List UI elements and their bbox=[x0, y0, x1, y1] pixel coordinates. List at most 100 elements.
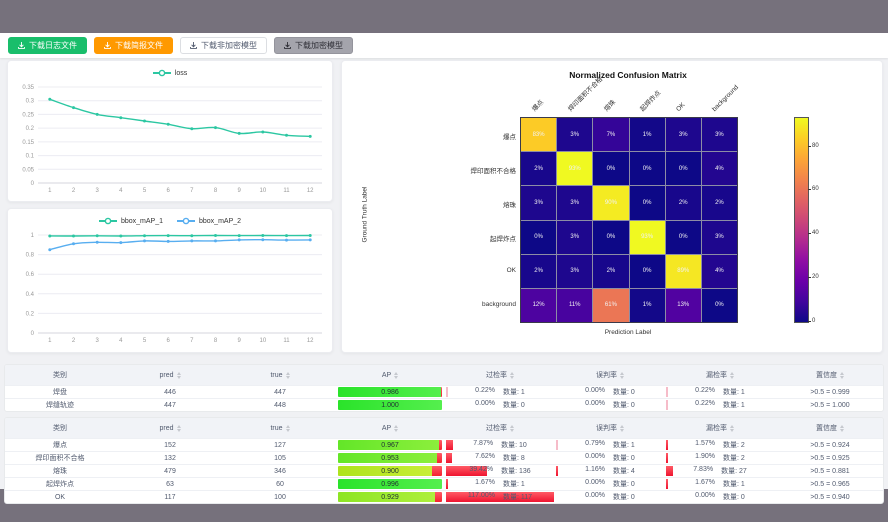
button-label: 下载简报文件 bbox=[115, 40, 163, 50]
column-header-误判率[interactable]: 误判率 bbox=[555, 418, 665, 438]
rate-count: 数量: 0 bbox=[613, 402, 635, 409]
rate-count: 数量: 0 bbox=[613, 389, 635, 396]
column-header-true[interactable]: true bbox=[225, 418, 335, 438]
svg-text:6: 6 bbox=[166, 338, 170, 344]
svg-text:12: 12 bbox=[307, 188, 314, 194]
download-report-file-button[interactable]: 下载简报文件 bbox=[94, 37, 173, 54]
over-detection-rate-bar bbox=[446, 479, 448, 489]
sort-icon[interactable] bbox=[510, 424, 514, 432]
sort-icon[interactable] bbox=[730, 424, 734, 432]
matrix-column-label: 爆点 bbox=[531, 98, 546, 113]
column-header-pred[interactable]: pred bbox=[115, 365, 225, 385]
matrix-cell: 11% bbox=[557, 288, 593, 322]
download-icon bbox=[284, 41, 291, 49]
over-detection-rate-cell: 7.87% 数量: 10 bbox=[445, 439, 555, 451]
column-header-置信度[interactable]: 置信度 bbox=[775, 365, 883, 385]
column-header-pred[interactable]: pred bbox=[115, 418, 225, 438]
ap-value: 0.996 bbox=[381, 480, 399, 488]
svg-text:10: 10 bbox=[259, 338, 266, 344]
download-unencrypted-model-button[interactable]: 下载非加密模型 bbox=[180, 37, 267, 54]
column-header-漏检率[interactable]: 漏检率 bbox=[665, 365, 775, 385]
svg-text:4: 4 bbox=[119, 338, 123, 344]
sort-icon[interactable] bbox=[394, 424, 399, 432]
legend-item-loss[interactable]: loss bbox=[152, 69, 187, 77]
column-header-置信度[interactable]: 置信度 bbox=[775, 418, 883, 438]
sort-icon[interactable] bbox=[285, 424, 290, 432]
legend-item-bbox_mAP_2[interactable]: bbox_mAP_2 bbox=[177, 217, 241, 225]
misjudge-rate-cell: 0.00% 数量: 0 bbox=[555, 478, 665, 490]
sort-icon[interactable] bbox=[394, 371, 399, 379]
column-header-true[interactable]: true bbox=[225, 365, 335, 385]
sort-icon[interactable] bbox=[840, 424, 844, 432]
rate-percent: 117.00% bbox=[467, 492, 496, 499]
column-header-AP[interactable]: AP bbox=[335, 365, 445, 385]
legend-item-bbox_mAP_1[interactable]: bbox_mAP_1 bbox=[98, 217, 163, 225]
matrix-column-label: OK bbox=[675, 101, 687, 113]
confusion-matrix-grid: 83% 3% 7% 1% 3% 3% 2% 93% 0% 0% 0% 4% 3% 3% 90% 0% 2% 2% 0… bbox=[520, 117, 738, 323]
column-header-过检率[interactable]: 过检率 bbox=[445, 418, 555, 438]
colorbar-tick-label: 80 bbox=[812, 142, 819, 149]
header-label: true bbox=[270, 424, 283, 432]
miss-rate-cell: 0.22% 数量: 1 bbox=[665, 399, 775, 411]
ap-cell: 1.000 bbox=[335, 399, 445, 411]
button-label: 下载加密模型 bbox=[295, 40, 343, 50]
over-detection-rate-cell: 1.67% 数量: 1 bbox=[445, 478, 555, 490]
label-cell: 爆点 bbox=[53, 442, 67, 449]
miss-rate-bar bbox=[666, 400, 668, 410]
matrix-cell: 0% bbox=[665, 220, 701, 254]
legend-line-icon bbox=[98, 217, 117, 225]
misjudge-rate-cell: 0.00% 数量: 0 bbox=[555, 399, 665, 411]
rate-percent: 39.42% bbox=[469, 466, 494, 473]
colorbar-tick-label: 20 bbox=[812, 274, 819, 281]
svg-text:7: 7 bbox=[190, 338, 194, 344]
sort-icon[interactable] bbox=[176, 424, 181, 432]
rate-percent: 0.00% bbox=[585, 400, 606, 407]
svg-text:5: 5 bbox=[143, 188, 147, 194]
label-cell: 焊缝轨迹 bbox=[46, 402, 74, 409]
over-detection-rate-bar bbox=[446, 440, 453, 450]
ap-cell: 0.986 bbox=[335, 386, 445, 398]
matrix-cell: 7% bbox=[593, 118, 629, 152]
true-cell: 448 bbox=[274, 401, 286, 409]
matrix-cell: 3% bbox=[557, 118, 593, 152]
column-header-误判率[interactable]: 误判率 bbox=[555, 365, 665, 385]
svg-text:12: 12 bbox=[307, 338, 314, 344]
column-header-过检率[interactable]: 过检率 bbox=[445, 365, 555, 385]
misjudge-rate-cell: 1.16% 数量: 4 bbox=[555, 465, 665, 477]
metrics-tables: 类别 pred true AP 过检率 误判率 漏检率 置信度 焊盘 446 447 0.986 0.2… bbox=[4, 364, 884, 509]
header-label: 漏检率 bbox=[706, 372, 727, 379]
rate-percent: 0.00% bbox=[475, 400, 496, 407]
over-detection-rate-bar bbox=[446, 387, 448, 397]
miss-rate-bar bbox=[666, 387, 668, 397]
rate-count: 数量: 0 bbox=[613, 494, 635, 501]
sort-icon[interactable] bbox=[620, 424, 624, 432]
column-header-漏检率[interactable]: 漏检率 bbox=[665, 418, 775, 438]
ap-cell: 0.953 bbox=[335, 452, 445, 464]
download-log-file-button[interactable]: 下载日志文件 bbox=[8, 37, 87, 54]
colorbar-tick-label: 0 bbox=[812, 318, 816, 324]
matrix-cell: 0% bbox=[701, 288, 737, 322]
over-detection-rate-bar bbox=[446, 492, 554, 502]
sort-icon[interactable] bbox=[510, 371, 514, 379]
sort-icon[interactable] bbox=[285, 371, 290, 379]
over-detection-rate-bar bbox=[446, 453, 453, 463]
matrix-cell: 1% bbox=[629, 118, 665, 152]
ap-value: 0.953 bbox=[381, 454, 399, 462]
rate-count: 数量: 1 bbox=[723, 389, 745, 396]
sort-icon[interactable] bbox=[620, 371, 624, 379]
sort-icon[interactable] bbox=[840, 371, 844, 379]
rate-count: 数量: 1 bbox=[723, 402, 745, 409]
confidence-cell: >0.5 = 0.999 bbox=[810, 388, 850, 396]
download-encrypted-model-button[interactable]: 下载加密模型 bbox=[274, 37, 353, 54]
matrix-cell: 3% bbox=[665, 118, 701, 152]
column-header-AP[interactable]: AP bbox=[335, 418, 445, 438]
sort-icon[interactable] bbox=[730, 371, 734, 379]
confidence-cell: >0.5 = 0.881 bbox=[810, 467, 850, 475]
over-detection-rate-cell: 0.22% 数量: 1 bbox=[445, 386, 555, 398]
map-chart: 00.20.40.60.811 2 3 4 5 6 7 8 9 10 11 12 bbox=[26, 233, 322, 344]
table-row: 焊缝轨迹 447 448 1.000 0.00% 数量: 0 0.00% 数量: 0 0.22%… bbox=[5, 398, 883, 411]
table-row: 起焊炸点 63 60 0.996 1.67% 数量: 1 0.00% 数量: 0 1.67% 数量… bbox=[5, 477, 883, 490]
sort-icon[interactable] bbox=[176, 371, 181, 379]
ap-bar: 0.953 bbox=[338, 453, 442, 463]
ap-cell: 0.967 bbox=[335, 439, 445, 451]
